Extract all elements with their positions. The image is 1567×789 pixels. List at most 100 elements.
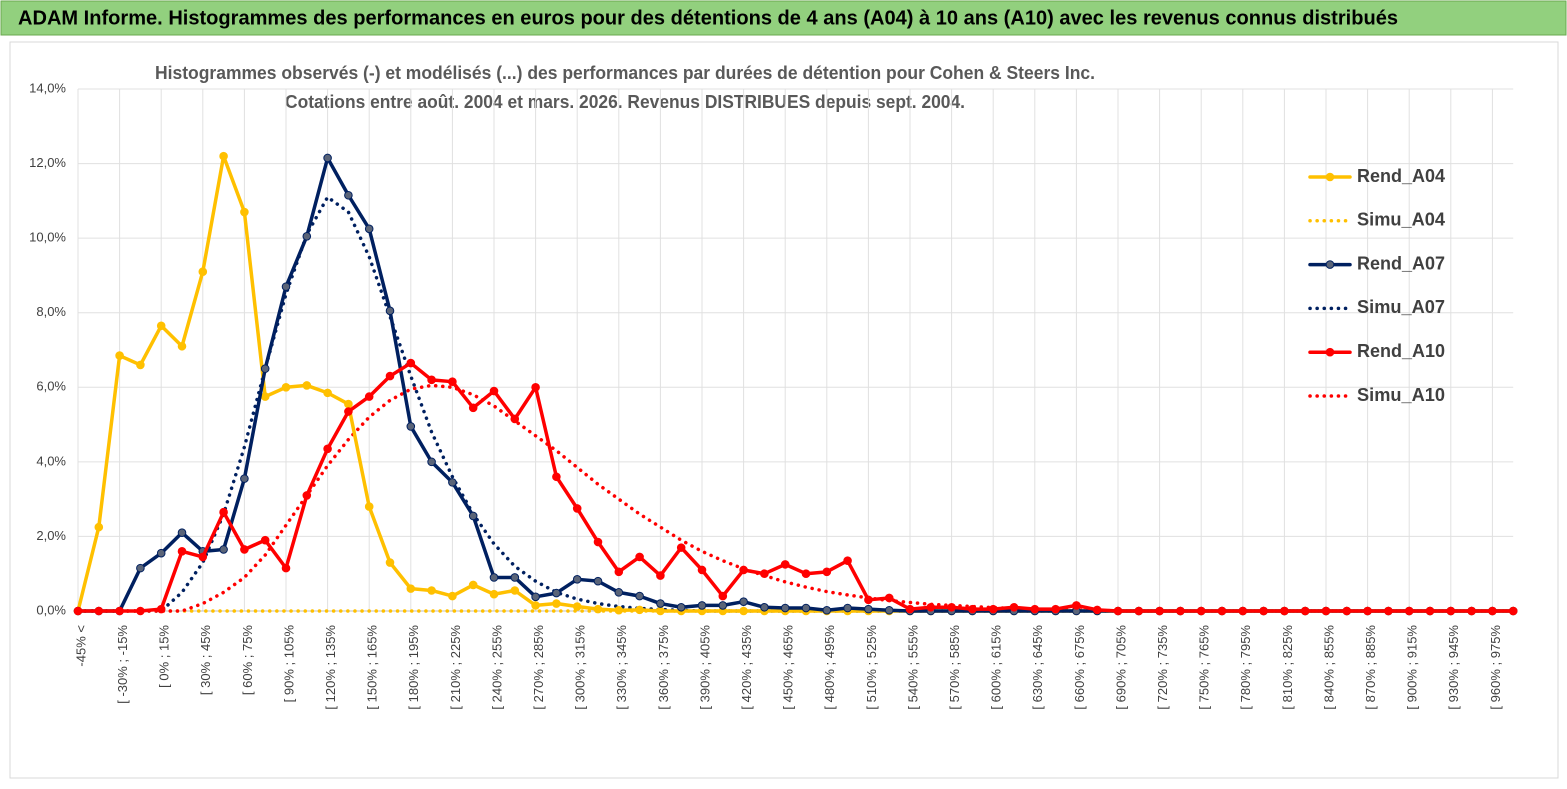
point <box>136 606 145 616</box>
point <box>843 556 852 565</box>
x-tick-label: [ 900% ; 915% <box>1405 625 1420 710</box>
point <box>260 364 270 373</box>
point <box>323 153 332 163</box>
point <box>364 224 374 234</box>
point <box>697 565 707 575</box>
point <box>344 190 353 200</box>
header-bar <box>0 0 1567 36</box>
point <box>1363 606 1372 616</box>
y-tick-label: 4,0% <box>36 453 66 468</box>
x-tick-label: [ 150% ; 165% <box>365 625 380 710</box>
series-line <box>76 361 1515 613</box>
x-tick-label: [ 840% ; 855% <box>1321 625 1336 710</box>
point <box>427 375 436 385</box>
point <box>260 392 270 401</box>
point <box>1113 606 1123 616</box>
point <box>406 584 416 593</box>
point <box>905 604 915 614</box>
point <box>718 601 728 610</box>
x-tick-label: [ 540% ; 555% <box>905 625 920 710</box>
legend-marker <box>1325 260 1335 269</box>
x-tick-label: [ 90% ; 105% <box>281 625 296 703</box>
point <box>1467 606 1476 616</box>
x-tick-label: [ 930% ; 945% <box>1446 625 1461 710</box>
x-tick-label: [ 300% ; 315% <box>573 625 588 710</box>
point <box>760 569 769 579</box>
point <box>489 589 499 599</box>
point <box>1321 606 1331 616</box>
x-tick-label: -45% < <box>73 625 88 667</box>
point <box>156 548 166 558</box>
legend-label: Rend_A04 <box>1357 166 1445 186</box>
point <box>1092 605 1102 615</box>
point <box>1196 606 1206 616</box>
point <box>593 604 603 614</box>
point <box>136 360 145 370</box>
point <box>156 321 166 331</box>
point <box>323 444 332 454</box>
x-tick-label: [ -30% ; -15% <box>115 625 130 704</box>
point <box>801 603 811 613</box>
x-tick-label: [ 720% ; 735% <box>1155 625 1170 710</box>
legend-label: Rend_A10 <box>1357 341 1445 361</box>
x-tick-label: [ 30% ; 45% <box>198 625 213 696</box>
x-tick-label: [ 690% ; 705% <box>1113 625 1128 710</box>
point <box>739 597 748 606</box>
y-tick-label: 8,0% <box>36 304 66 319</box>
point <box>510 414 520 424</box>
point <box>1446 606 1456 616</box>
point <box>1280 606 1289 616</box>
point <box>364 502 374 511</box>
y-tick-label: 0,0% <box>36 602 66 617</box>
x-tick-label: [ 570% ; 585% <box>947 625 962 710</box>
point <box>1238 606 1248 616</box>
point <box>822 567 832 577</box>
point <box>385 558 395 567</box>
point <box>947 602 956 612</box>
x-tick-label: [ 240% ; 255% <box>489 625 504 710</box>
point <box>552 599 561 608</box>
point <box>94 522 104 532</box>
x-tick-label: [ 480% ; 495% <box>822 625 837 710</box>
point <box>1259 606 1268 616</box>
x-tick-label: [ 780% ; 795% <box>1238 625 1253 710</box>
point <box>1051 604 1060 614</box>
point <box>448 377 457 386</box>
point <box>1404 606 1414 616</box>
point <box>115 351 124 360</box>
point <box>676 602 686 612</box>
header-title: ADAM Informe. Histogrammes des performan… <box>18 7 1398 29</box>
point <box>1009 602 1019 612</box>
point <box>323 388 332 398</box>
point <box>468 580 478 590</box>
point <box>281 282 291 291</box>
point <box>739 565 748 575</box>
point <box>219 151 228 161</box>
point <box>614 605 624 615</box>
chart-border <box>9 41 1559 779</box>
x-tick-label: [ 660% ; 675% <box>1072 625 1087 710</box>
point <box>1508 606 1518 616</box>
legend-label: Simu_A04 <box>1357 210 1445 230</box>
point <box>240 545 249 554</box>
point <box>614 588 624 597</box>
point <box>552 588 561 598</box>
point <box>302 491 312 500</box>
point <box>427 586 436 595</box>
point <box>177 547 187 556</box>
point <box>281 382 291 392</box>
x-tick-label: [ 870% ; 885% <box>1363 625 1378 710</box>
y-tick-label: 14,0% <box>29 80 66 95</box>
point <box>1072 601 1081 610</box>
point <box>364 392 374 401</box>
point <box>968 604 977 614</box>
legend-marker <box>1325 347 1335 357</box>
point <box>988 604 998 614</box>
point <box>593 537 603 547</box>
point <box>739 606 748 616</box>
x-tick-label: [ 960% ; 975% <box>1488 625 1503 710</box>
point <box>864 604 873 614</box>
point <box>344 407 353 416</box>
point <box>822 605 832 615</box>
point <box>385 306 395 316</box>
